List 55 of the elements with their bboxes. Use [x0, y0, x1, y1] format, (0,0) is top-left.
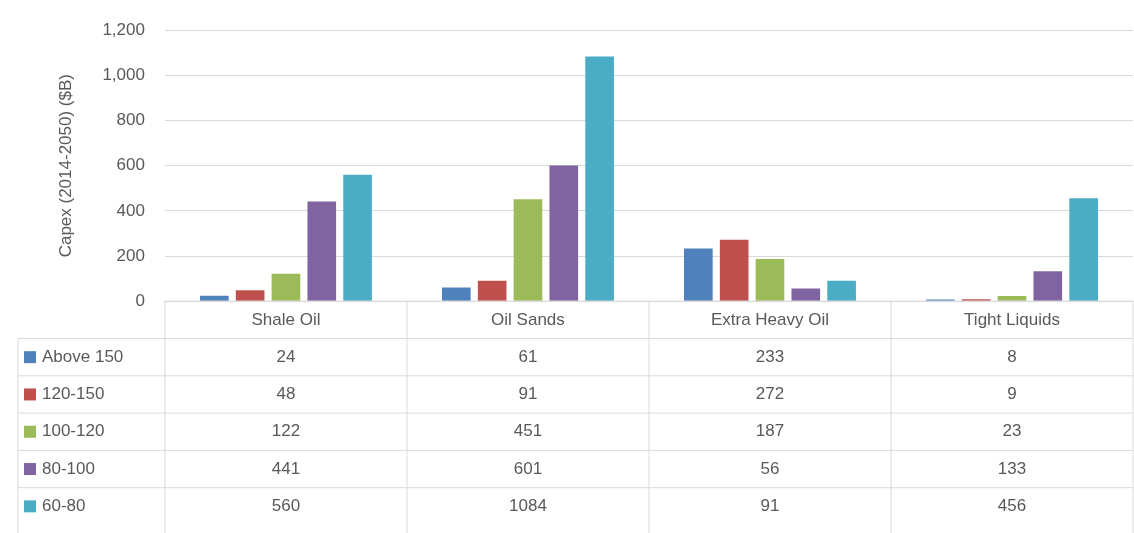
data-label: 233	[755, 346, 785, 366]
bar	[271, 273, 301, 301]
bar	[235, 290, 265, 301]
y-axis-title: Capex (2014-2050) ($B)	[55, 74, 75, 258]
legend-label: 100-120	[42, 421, 105, 441]
data-label: 48	[276, 384, 296, 404]
legend-label: Above 150	[42, 346, 124, 366]
bar	[1069, 198, 1098, 301]
legend-label: 120-150	[42, 384, 105, 404]
data-label: 91	[518, 384, 538, 404]
data-label: 56	[760, 458, 780, 478]
data-label: 133	[997, 458, 1027, 478]
legend-label: 60-80	[42, 496, 86, 516]
y-tick-label: 200	[116, 245, 145, 265]
bar	[684, 248, 713, 301]
bar	[585, 56, 614, 301]
bar	[827, 280, 856, 301]
legend-label: 80-100	[42, 458, 95, 478]
data-label: 61	[518, 346, 538, 366]
bar	[549, 165, 579, 301]
y-tick-label: 400	[116, 200, 145, 220]
bar	[442, 287, 471, 301]
bar	[791, 288, 821, 301]
y-tick-label: 600	[116, 155, 145, 175]
data-label: 441	[271, 458, 301, 478]
data-label: 8	[1007, 346, 1017, 366]
data-label: 91	[760, 496, 780, 516]
x-tick-label: Oil Sands	[491, 309, 565, 329]
bar	[997, 296, 1027, 301]
x-tick-label: Extra Heavy Oil	[710, 309, 830, 329]
data-label: 23	[1002, 421, 1022, 441]
bar	[307, 201, 337, 301]
x-tick-label: Tight Liquids	[964, 309, 1060, 329]
data-label: 9	[1007, 384, 1017, 404]
data-label: 272	[755, 384, 785, 404]
bar	[513, 199, 543, 301]
data-label: 187	[755, 421, 785, 441]
data-label: 122	[271, 421, 301, 441]
data-label: 24	[276, 346, 296, 366]
bar	[719, 239, 749, 301]
y-tick-label: 1,000	[102, 65, 145, 85]
data-label: 1084	[509, 496, 547, 516]
data-label: 560	[271, 496, 301, 516]
y-tick-label: 800	[116, 110, 145, 130]
bar	[477, 280, 507, 301]
data-label: 451	[513, 421, 543, 441]
data-label: 601	[513, 458, 543, 478]
bar	[199, 295, 229, 301]
bar	[343, 174, 372, 301]
data-label: 456	[997, 496, 1027, 516]
bar	[755, 258, 785, 301]
y-tick-label: 0	[135, 290, 145, 310]
bar	[1033, 271, 1063, 301]
y-tick-label: 1,200	[102, 19, 145, 39]
x-tick-label: Shale Oil	[251, 309, 321, 329]
